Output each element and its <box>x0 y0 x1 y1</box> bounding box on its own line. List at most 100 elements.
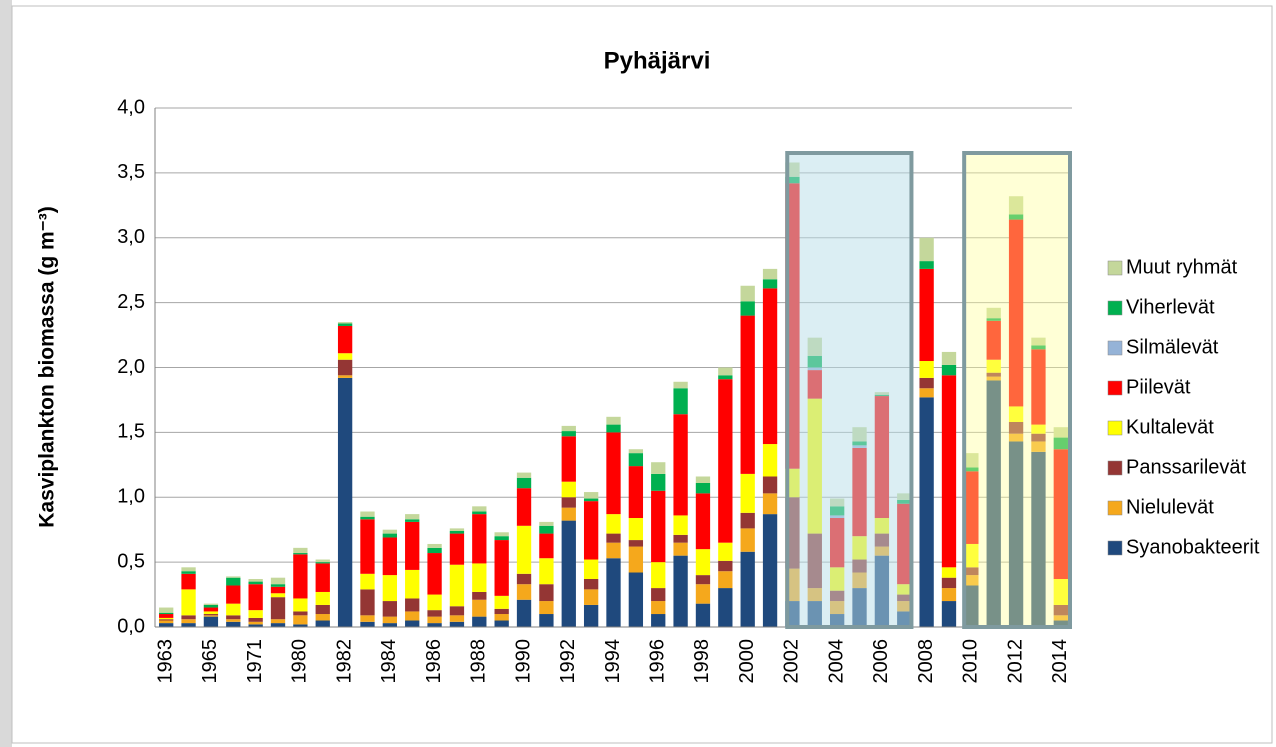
bar-segment <box>226 576 240 577</box>
y-tick-label: 1,5 <box>117 421 145 443</box>
bar-segment <box>472 512 486 515</box>
bar-segment <box>539 601 553 614</box>
bar-segment <box>763 279 777 288</box>
y-axis-title: Kasviplankton biomassa (g m⁻³) <box>36 206 59 527</box>
legend-label: Piilevät <box>1126 376 1191 398</box>
x-tick-label: 2014 <box>1049 639 1071 684</box>
bar-segment <box>629 518 643 540</box>
bar-segment <box>316 562 330 563</box>
bar-segment <box>584 605 598 627</box>
x-tick-label: 2012 <box>1004 639 1026 684</box>
bar-segment <box>383 617 397 623</box>
bar-segment <box>919 378 933 388</box>
bar-segment <box>517 478 531 488</box>
left-edge <box>0 0 12 747</box>
bar-segment <box>316 560 330 563</box>
bar-segment <box>763 288 777 444</box>
legend-swatch <box>1108 301 1122 315</box>
legend-swatch <box>1108 341 1122 355</box>
bar-segment <box>226 619 240 622</box>
bar-segment <box>696 604 710 627</box>
bar-segment <box>360 615 374 621</box>
bar-segment <box>741 528 755 551</box>
bar-segment <box>673 543 687 556</box>
y-tick-label: 0,5 <box>117 550 145 572</box>
bar-segment <box>271 593 285 597</box>
highlight-box <box>787 153 911 627</box>
x-tick-label: 2008 <box>915 639 937 684</box>
bar-segment <box>919 269 933 361</box>
x-tick-label: 1990 <box>512 639 534 684</box>
bar-segment <box>606 432 620 514</box>
y-tick-label: 0,0 <box>117 615 145 637</box>
bar-segment <box>159 619 173 620</box>
legend-swatch <box>1108 541 1122 555</box>
bar-segment <box>248 618 262 622</box>
bar-segment <box>293 554 307 598</box>
bar-segment <box>942 365 956 375</box>
bar-segment <box>942 601 956 627</box>
bar-segment <box>651 474 665 491</box>
bar-segment <box>271 578 285 584</box>
legend-label: Viherlevät <box>1126 296 1215 318</box>
bar-segment <box>226 604 240 616</box>
x-tick-label: 2002 <box>781 639 803 684</box>
bar-segment <box>673 388 687 414</box>
bar-segment <box>517 574 531 584</box>
bar-segment <box>159 613 173 614</box>
bar-segment <box>763 493 777 514</box>
bar-segment <box>338 378 352 627</box>
bar-segment <box>718 588 732 627</box>
bar-segment <box>405 611 419 620</box>
bar-segment <box>271 619 285 623</box>
legend-label: Syanobakteerit <box>1126 536 1260 558</box>
bar-segment <box>405 519 419 522</box>
bar-segment <box>338 375 352 378</box>
legend-swatch <box>1108 461 1122 475</box>
bar-segment <box>763 514 777 627</box>
y-tick-label: 2,0 <box>117 356 145 378</box>
bar-segment <box>360 519 374 573</box>
bar-segment <box>741 286 755 302</box>
bar-segment <box>919 397 933 627</box>
bar-segment <box>562 431 576 436</box>
y-tick-label: 3,0 <box>117 226 145 248</box>
bar-segment <box>338 360 352 376</box>
bar-segment <box>562 482 576 498</box>
bar-segment <box>338 353 352 359</box>
x-tick-label: 1980 <box>289 639 311 684</box>
bar-segment <box>629 540 643 546</box>
bar-segment <box>584 501 598 559</box>
bar-segment <box>181 567 195 571</box>
bar-segment <box>181 571 195 574</box>
bar-segment <box>718 375 732 379</box>
bar-segment <box>450 606 464 615</box>
bar-segment <box>673 414 687 515</box>
bar-segment <box>919 238 933 261</box>
x-tick-label: 1994 <box>602 639 624 684</box>
bar-segment <box>338 323 352 326</box>
bar-segment <box>606 534 620 543</box>
bar-segment <box>226 585 240 603</box>
bar-segment <box>741 474 755 513</box>
bar-segment <box>405 514 419 519</box>
bar-segment <box>517 584 531 600</box>
bar-segment <box>673 382 687 388</box>
bar-segment <box>696 483 710 493</box>
bar-segment <box>718 379 732 542</box>
bar-segment <box>316 614 330 620</box>
bar-segment <box>718 368 732 376</box>
x-tick-label: 1992 <box>557 639 579 684</box>
bar-segment <box>181 574 195 590</box>
x-tick-label: 1971 <box>244 639 266 684</box>
bar-segment <box>495 540 509 596</box>
bar-segment <box>181 623 195 627</box>
bar-segment <box>204 614 218 615</box>
bar-segment <box>181 615 195 619</box>
bar-segment <box>696 476 710 482</box>
bar-segment <box>405 522 419 570</box>
bar-segment <box>495 596 509 609</box>
bar-segment <box>942 352 956 365</box>
bar-segment <box>405 570 419 599</box>
bar-segment <box>919 261 933 269</box>
